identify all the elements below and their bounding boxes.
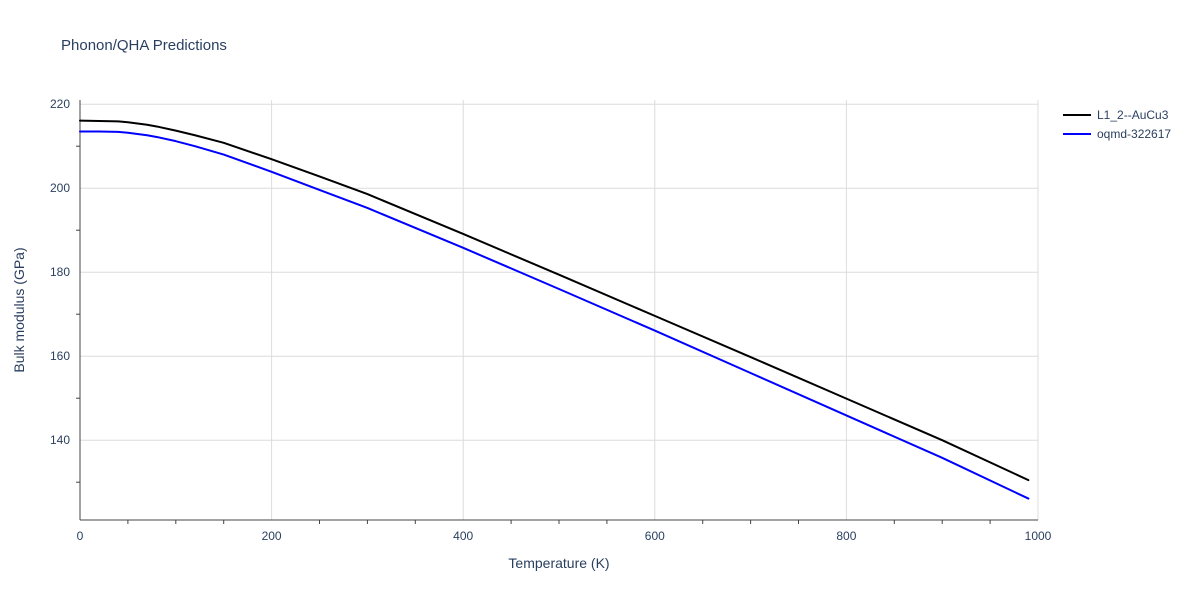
x-tick-label: 1000 bbox=[1025, 529, 1052, 543]
y-axis-title: Bulk modulus (GPa) bbox=[11, 247, 27, 372]
x-tick-label: 400 bbox=[453, 529, 473, 543]
y-tick-label: 140 bbox=[50, 433, 70, 447]
legend-label: oqmd-322617 bbox=[1097, 127, 1171, 141]
x-tick-label: 0 bbox=[77, 529, 84, 543]
grid bbox=[80, 100, 1039, 520]
plot-area bbox=[79, 119, 1030, 500]
legend-item-1[interactable]: L1_2--AuCu3 bbox=[1063, 108, 1169, 122]
series-line-2 bbox=[79, 130, 1030, 500]
legend[interactable]: L1_2--AuCu3 oqmd-322617 bbox=[1063, 108, 1171, 141]
axes: 0 200 400 600 800 1000 140 160 180 200 220 bbox=[50, 97, 1052, 543]
y-tick-label: 220 bbox=[50, 97, 70, 111]
series-line-1 bbox=[79, 119, 1030, 482]
legend-item-2[interactable]: oqmd-322617 bbox=[1063, 127, 1171, 141]
x-tick-label: 800 bbox=[836, 529, 856, 543]
y-tick-label: 180 bbox=[50, 265, 70, 279]
x-axis-title: Temperature (K) bbox=[508, 555, 609, 571]
chart-title: Phonon/QHA Predictions bbox=[61, 37, 227, 54]
x-tick-label: 600 bbox=[645, 529, 665, 543]
legend-label: L1_2--AuCu3 bbox=[1097, 108, 1169, 122]
y-tick-label: 160 bbox=[50, 349, 70, 363]
x-tick-label: 200 bbox=[262, 529, 282, 543]
y-tick-label: 200 bbox=[50, 181, 70, 195]
